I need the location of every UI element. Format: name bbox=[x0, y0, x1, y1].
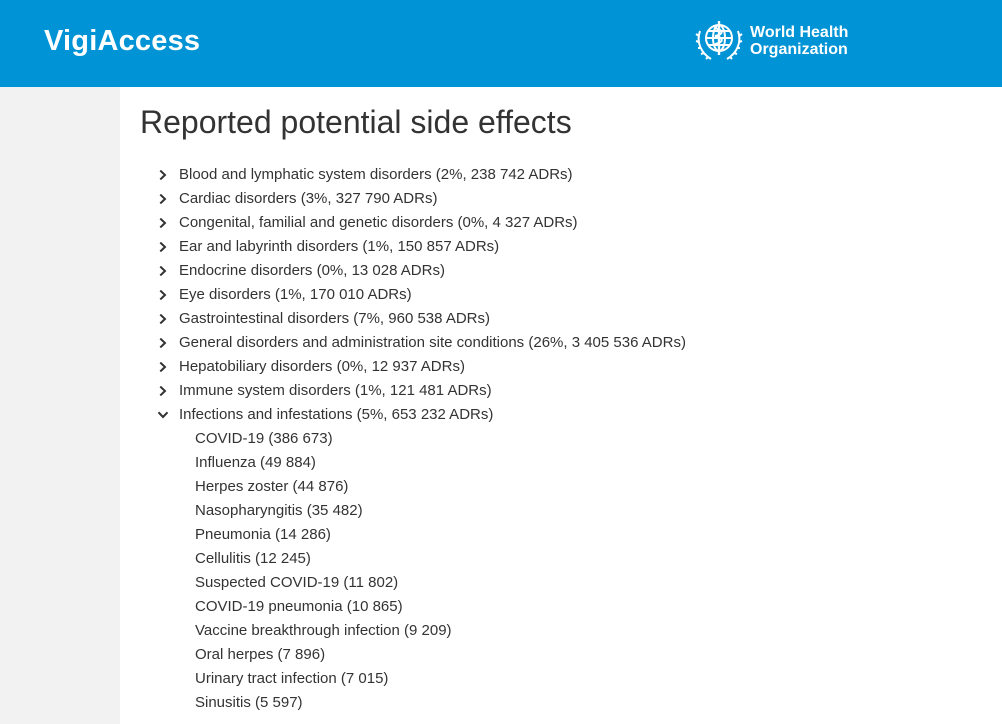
category-label: Congenital, familial and genetic disorde… bbox=[179, 214, 578, 231]
who-name-line2: Organization bbox=[750, 41, 848, 58]
category-toggle[interactable]: Immune system disorders (1%, 121 481 ADR… bbox=[153, 379, 686, 403]
who-logo[interactable]: World Health Organization bbox=[693, 17, 848, 65]
subcategory-item: Sinusitis (5 597) bbox=[195, 694, 303, 711]
category-label: Hepatobiliary disorders (0%, 12 937 ADRs… bbox=[179, 358, 465, 375]
chevron-right-icon[interactable] bbox=[153, 187, 173, 211]
subcategory-item: Influenza (49 884) bbox=[195, 454, 316, 471]
category-label: General disorders and administration sit… bbox=[179, 334, 686, 351]
subcategory-list: COVID-19 (386 673) Influenza (49 884) Herp… bbox=[153, 427, 686, 715]
page-title: Reported potential side effects bbox=[140, 104, 572, 140]
category-toggle[interactable]: Blood and lymphatic system disorders (2%… bbox=[153, 163, 686, 187]
chevron-down-icon[interactable] bbox=[153, 403, 173, 427]
category-label: Endocrine disorders (0%, 13 028 ADRs) bbox=[179, 262, 445, 279]
category-item: Congenital, familial and genetic disorde… bbox=[153, 211, 686, 235]
chevron-right-icon[interactable] bbox=[153, 259, 173, 283]
subcategory-item: Pneumonia (14 286) bbox=[195, 526, 331, 543]
who-name: World Health Organization bbox=[750, 24, 848, 58]
chevron-right-icon[interactable] bbox=[153, 163, 173, 187]
chevron-right-icon[interactable] bbox=[153, 331, 173, 355]
chevron-right-icon[interactable] bbox=[153, 211, 173, 235]
category-toggle[interactable]: Ear and labyrinth disorders (1%, 150 857… bbox=[153, 235, 686, 259]
category-item: Cardiac disorders (3%, 327 790 ADRs) bbox=[153, 187, 686, 211]
chevron-right-icon[interactable] bbox=[153, 307, 173, 331]
subcategory-item: Cellulitis (12 245) bbox=[195, 550, 311, 567]
subcategory-item: Suspected COVID-19 (11 802) bbox=[195, 574, 399, 591]
category-item: Endocrine disorders (0%, 13 028 ADRs) bbox=[153, 259, 686, 283]
category-label: Cardiac disorders (3%, 327 790 ADRs) bbox=[179, 190, 438, 207]
category-label: Eye disorders (1%, 170 010 ADRs) bbox=[179, 286, 412, 303]
category-item: Immune system disorders (1%, 121 481 ADR… bbox=[153, 379, 686, 403]
category-toggle[interactable]: Gastrointestinal disorders (7%, 960 538 … bbox=[153, 307, 686, 331]
category-toggle[interactable]: Congenital, familial and genetic disorde… bbox=[153, 211, 686, 235]
subcategory-item: COVID-19 (386 673) bbox=[195, 430, 333, 447]
category-toggle[interactable]: Cardiac disorders (3%, 327 790 ADRs) bbox=[153, 187, 686, 211]
app-logo-text[interactable]: VigiAccess bbox=[44, 25, 201, 57]
category-item: Blood and lymphatic system disorders (2%… bbox=[153, 163, 686, 187]
category-item: Eye disorders (1%, 170 010 ADRs) bbox=[153, 283, 686, 307]
category-label: Gastrointestinal disorders (7%, 960 538 … bbox=[179, 310, 490, 327]
category-item: General disorders and administration sit… bbox=[153, 331, 686, 355]
chevron-right-icon[interactable] bbox=[153, 355, 173, 379]
chevron-right-icon[interactable] bbox=[153, 283, 173, 307]
chevron-right-icon[interactable] bbox=[153, 235, 173, 259]
chevron-right-icon[interactable] bbox=[153, 379, 173, 403]
subcategory-item: Vaccine breakthrough infection (9 209) bbox=[195, 622, 452, 639]
category-label: Infections and infestations (5%, 653 232… bbox=[179, 406, 494, 423]
category-item: Infections and infestations (5%, 653 232… bbox=[153, 403, 686, 715]
category-toggle[interactable]: Infections and infestations (5%, 653 232… bbox=[153, 403, 686, 427]
category-toggle[interactable]: Hepatobiliary disorders (0%, 12 937 ADRs… bbox=[153, 355, 686, 379]
side-effects-tree: Blood and lymphatic system disorders (2%… bbox=[153, 163, 686, 715]
category-item: Gastrointestinal disorders (7%, 960 538 … bbox=[153, 307, 686, 331]
main-content: Reported potential side effects Blood an… bbox=[120, 87, 1002, 724]
subcategory-item: Herpes zoster (44 876) bbox=[195, 478, 349, 495]
header-bar: VigiAccess World Health Organization bbox=[0, 0, 1002, 87]
subcategory-item: COVID-19 pneumonia (10 865) bbox=[195, 598, 403, 615]
category-toggle[interactable]: Endocrine disorders (0%, 13 028 ADRs) bbox=[153, 259, 686, 283]
category-label: Ear and labyrinth disorders (1%, 150 857… bbox=[179, 238, 500, 255]
who-name-line1: World Health bbox=[750, 24, 849, 41]
category-label: Blood and lymphatic system disorders (2%… bbox=[179, 166, 573, 183]
subcategory-item: Nasopharyngitis (35 482) bbox=[195, 502, 363, 519]
category-toggle[interactable]: General disorders and administration sit… bbox=[153, 331, 686, 355]
category-label: Immune system disorders (1%, 121 481 ADR… bbox=[179, 382, 492, 399]
subcategory-item: Oral herpes (7 896) bbox=[195, 646, 326, 663]
category-item: Ear and labyrinth disorders (1%, 150 857… bbox=[153, 235, 686, 259]
category-item: Hepatobiliary disorders (0%, 12 937 ADRs… bbox=[153, 355, 686, 379]
subcategory-item: Urinary tract infection (7 015) bbox=[195, 670, 389, 687]
category-toggle[interactable]: Eye disorders (1%, 170 010 ADRs) bbox=[153, 283, 686, 307]
who-emblem-icon bbox=[695, 21, 743, 60]
